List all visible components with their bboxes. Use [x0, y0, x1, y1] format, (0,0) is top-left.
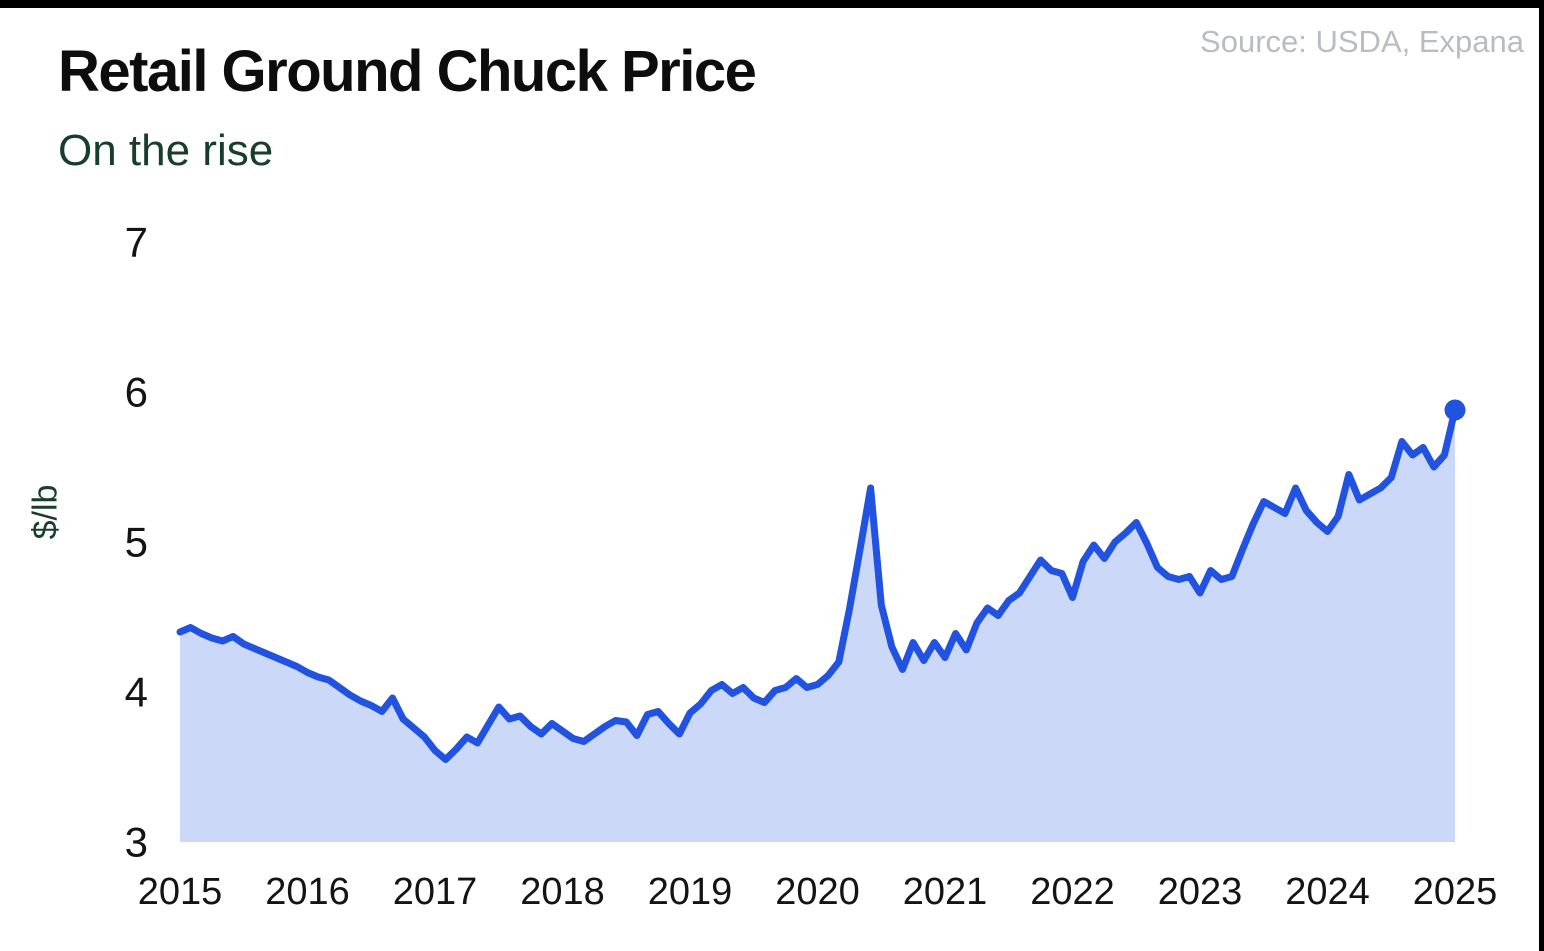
price-area-fill [180, 410, 1455, 842]
x-axis-tick: 2019 [648, 871, 733, 913]
chart-title: Retail Ground Chuck Price [58, 39, 757, 104]
price-line [176, 406, 1459, 763]
x-axis-tick: 2021 [903, 871, 988, 913]
y-axis-tick: 4 [125, 669, 148, 716]
x-axis-tick: 2017 [393, 871, 478, 913]
x-axis-tick: 2016 [265, 871, 350, 913]
x-axis-tick: 2024 [1285, 871, 1370, 913]
y-axis-tick: 5 [125, 519, 148, 566]
x-axis-tick: 2023 [1158, 871, 1243, 913]
chart-subtitle: On the rise [58, 126, 274, 175]
x-axis-tick: 2015 [138, 871, 223, 913]
x-axis-tick: 2018 [520, 871, 605, 913]
x-axis-tick: 2020 [775, 871, 860, 913]
x-axis-tick: 2025 [1413, 871, 1498, 913]
y-axis-tick: 6 [125, 369, 148, 416]
y-axis-tick: 3 [125, 819, 148, 866]
source-attribution: Source: USDA, Expana [1200, 24, 1524, 59]
latest-point-marker [1444, 399, 1466, 421]
x-axis-tick: 2022 [1030, 871, 1115, 913]
window-right-edge [1539, 0, 1544, 951]
window-top-edge [0, 0, 1544, 8]
y-axis-tick: 7 [125, 219, 148, 266]
